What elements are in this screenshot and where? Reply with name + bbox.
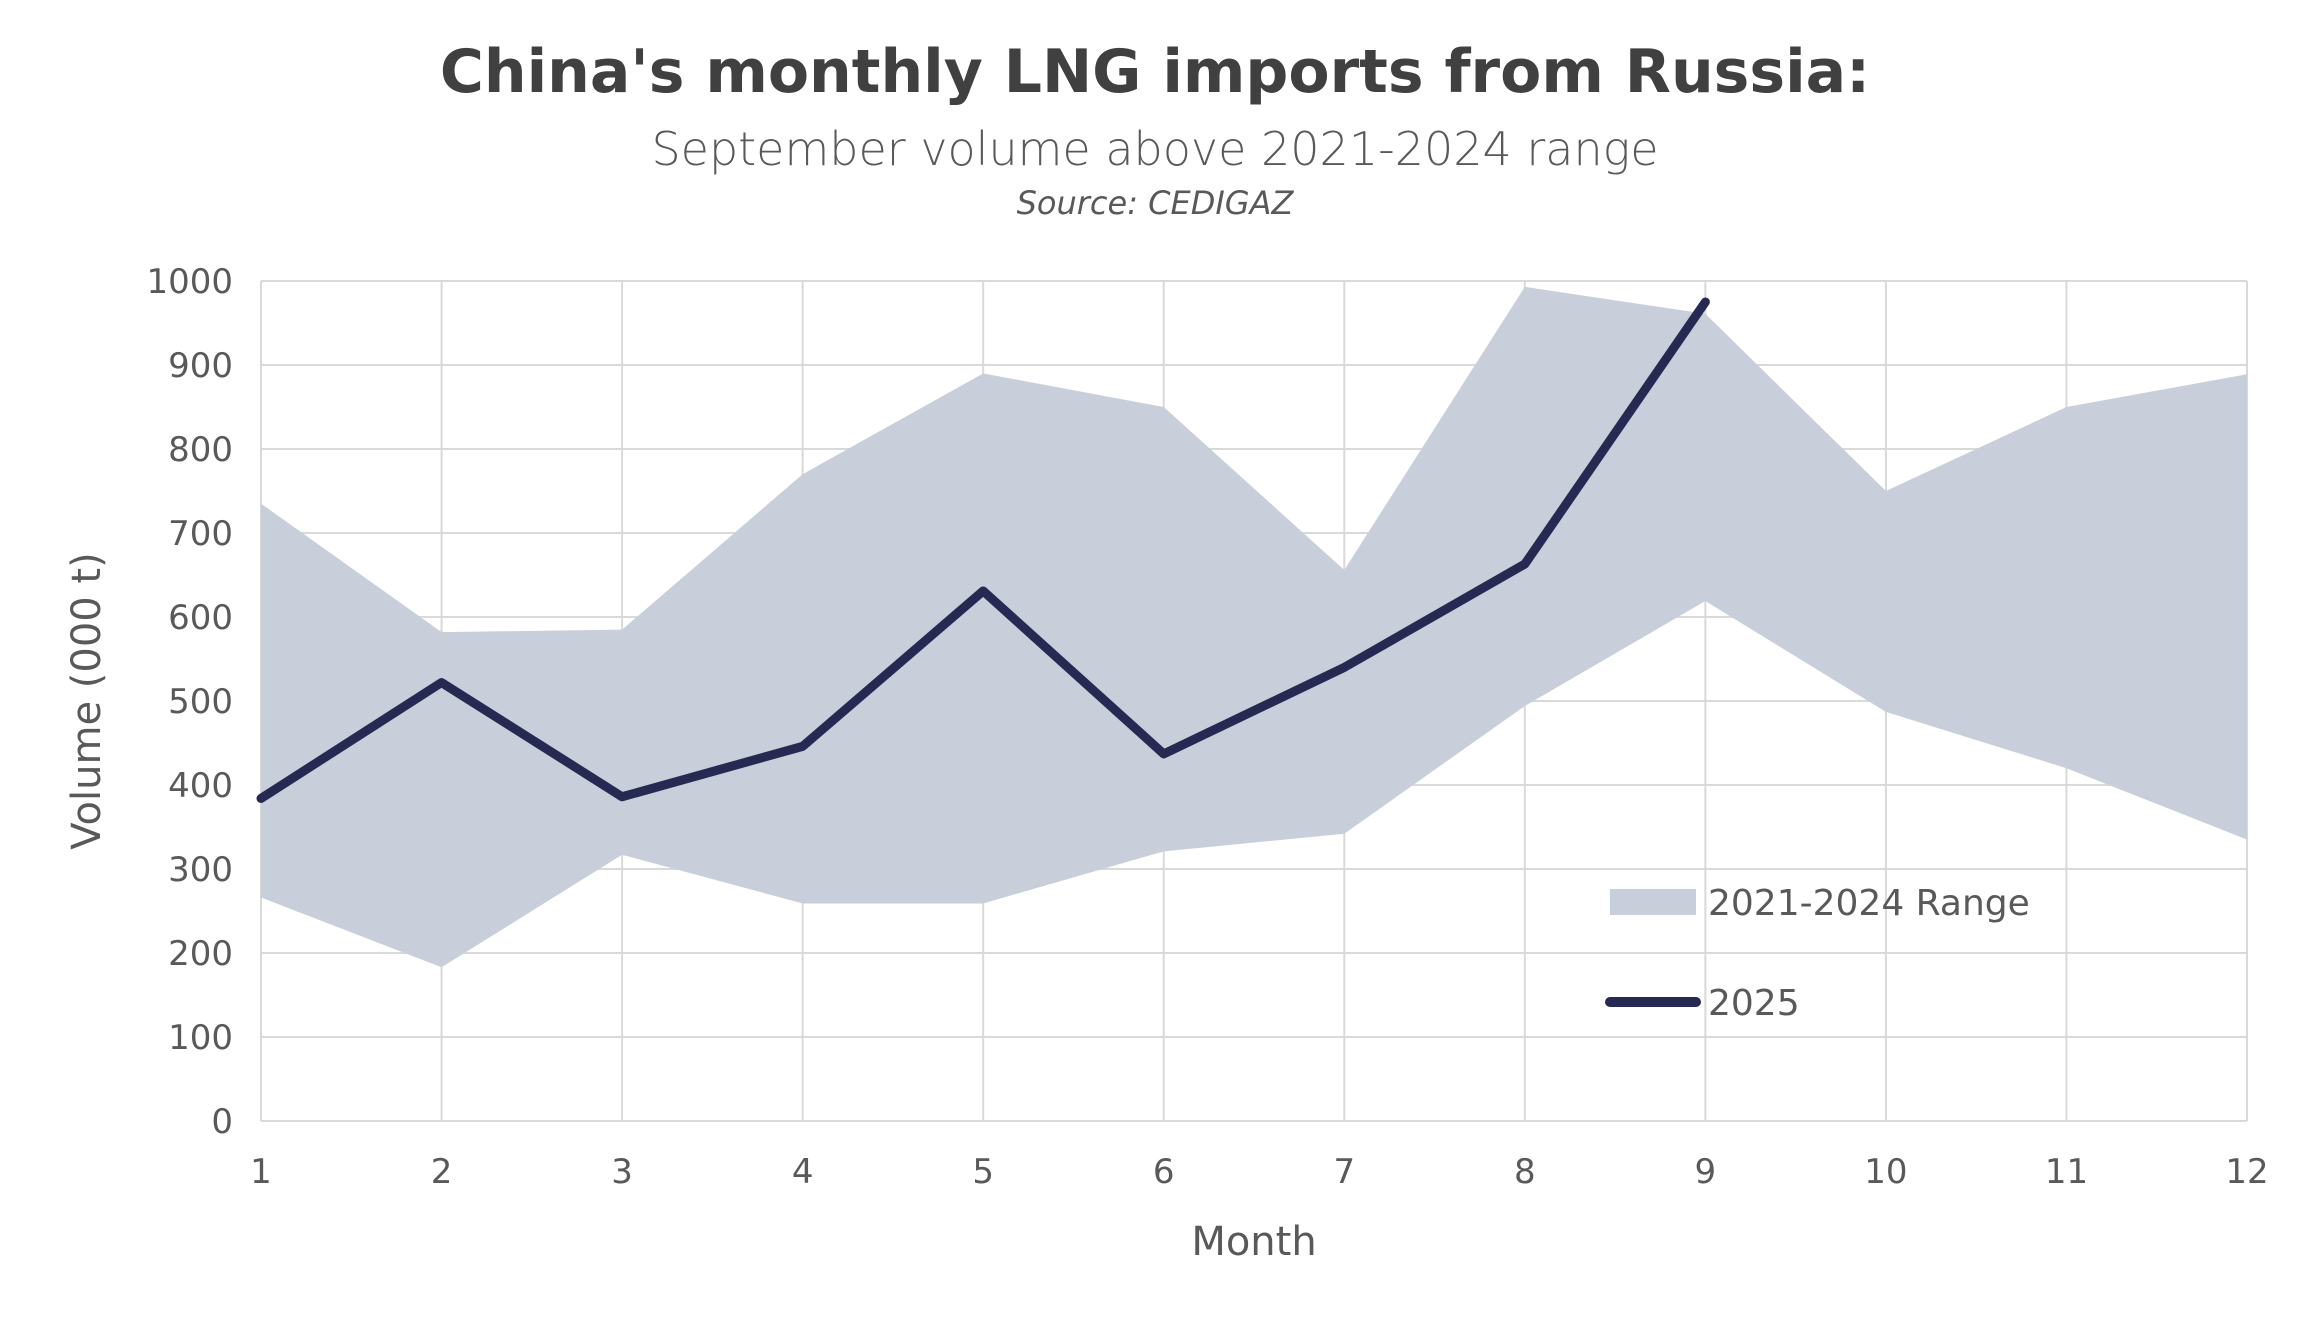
x-tick-label: 10 xyxy=(1864,1152,1907,1192)
y-tick-label: 800 xyxy=(168,430,233,470)
x-tick-label: 2 xyxy=(431,1152,453,1192)
x-tick-label: 5 xyxy=(972,1152,994,1192)
y-tick-label: 0 xyxy=(211,1102,233,1142)
legend-swatch-range xyxy=(1610,889,1696,915)
x-tick-label: 6 xyxy=(1153,1152,1175,1192)
y-tick-label: 900 xyxy=(168,346,233,386)
x-axis-label: Month xyxy=(1191,1219,1316,1265)
line-2025 xyxy=(256,297,1710,803)
chart-subtitle: September volume above 2021-2024 range xyxy=(651,122,1658,176)
range-band xyxy=(261,286,2247,968)
legend: 2021-2024 Range 2025 xyxy=(1605,883,2030,1024)
y-tick-label: 1000 xyxy=(146,262,233,302)
y-tick-label: 100 xyxy=(168,1018,233,1058)
y-tick-label: 400 xyxy=(168,766,233,806)
x-tick-label: 11 xyxy=(2045,1152,2088,1192)
x-tick-label: 1 xyxy=(250,1152,272,1192)
plot-area xyxy=(256,286,2247,968)
x-tick-label: 7 xyxy=(1333,1152,1355,1192)
x-tick-label: 3 xyxy=(611,1152,633,1192)
x-tick-label: 4 xyxy=(792,1152,814,1192)
x-tick-label: 8 xyxy=(1514,1152,1536,1192)
y-axis-label: Volume (000 t) xyxy=(64,552,110,849)
legend-label-2025: 2025 xyxy=(1708,983,1800,1024)
x-tick-label: 9 xyxy=(1695,1152,1717,1192)
x-tick-label: 12 xyxy=(2225,1152,2268,1192)
chart-source: Source: CEDIGAZ xyxy=(1017,184,1295,222)
y-tick-label: 300 xyxy=(168,850,233,890)
chart-title: China's monthly LNG imports from Russia: xyxy=(440,37,1870,107)
y-tick-label: 200 xyxy=(168,934,233,974)
y-tick-label: 600 xyxy=(168,598,233,638)
legend-label-range: 2021-2024 Range xyxy=(1708,883,2030,924)
y-tick-label: 500 xyxy=(168,682,233,722)
y-tick-label: 700 xyxy=(168,514,233,554)
